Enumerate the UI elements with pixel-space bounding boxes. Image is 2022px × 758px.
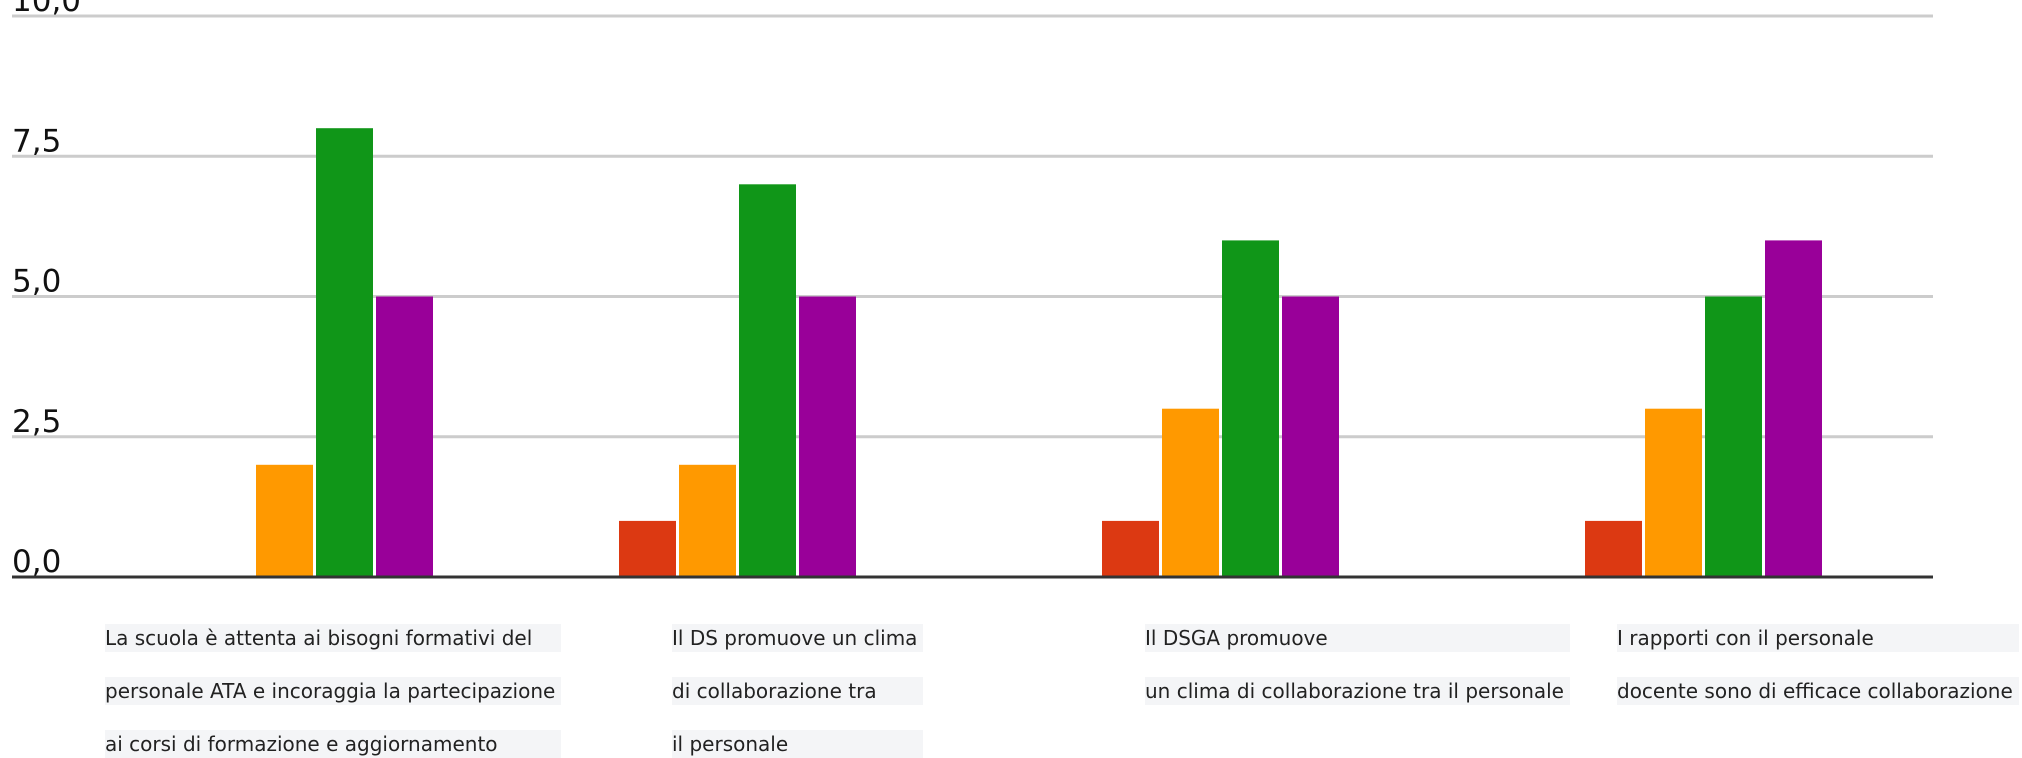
bar [619, 520, 676, 577]
category-label-line: di collaborazione tra [672, 677, 924, 705]
bar [1585, 520, 1642, 577]
bar [679, 464, 736, 577]
y-tick-label: 5,0 [12, 264, 61, 300]
category-label-line: il personale [672, 730, 924, 758]
y-tick-label: 0,0 [12, 544, 61, 580]
y-tick-label: 10,0 [12, 0, 81, 19]
bar [376, 296, 433, 577]
bar [1102, 520, 1159, 577]
category-label-line: Il DSGA promuove [1145, 624, 1570, 652]
gridlines [12, 14, 1933, 439]
bars [256, 128, 1822, 578]
category-label-line: Il DS promuove un clima [672, 624, 924, 652]
bar [1765, 240, 1822, 577]
y-tick-label: 7,5 [12, 123, 61, 159]
category-label: I rapporti con il personale docente sono … [1617, 624, 2019, 705]
bar [739, 184, 796, 578]
category-label-line: docente sono di efficace collaborazione [1617, 677, 2019, 705]
category-label-line: I rapporti con il personale [1617, 624, 2019, 652]
category-label-line: La scuola è attenta ai bisogni formativi… [105, 624, 562, 652]
bar [1705, 296, 1762, 577]
bar [1645, 408, 1702, 577]
category-label: La scuola è attenta ai bisogni formativi… [105, 624, 562, 758]
category-label-line: ai corsi di formazione e aggiornamento [105, 730, 562, 758]
y-axis-tick-labels: 0,0 2,5 5,0 7,5 10,0 [12, 0, 81, 580]
y-tick-label: 2,5 [12, 404, 61, 440]
bar [799, 296, 856, 577]
category-label-line: un clima di collaborazione tra il person… [1145, 677, 1570, 705]
bar [256, 464, 313, 577]
bar [316, 128, 373, 577]
bar [1222, 240, 1279, 577]
category-label: Il DSGA promuove un clima di collaborazio… [1145, 624, 1570, 705]
category-label-line: personale ATA e incoraggia la partecipaz… [105, 677, 562, 705]
bar [1282, 296, 1339, 577]
category-label: Il DS promuove un clima di collaborazione… [672, 624, 924, 758]
bar [1162, 408, 1219, 577]
